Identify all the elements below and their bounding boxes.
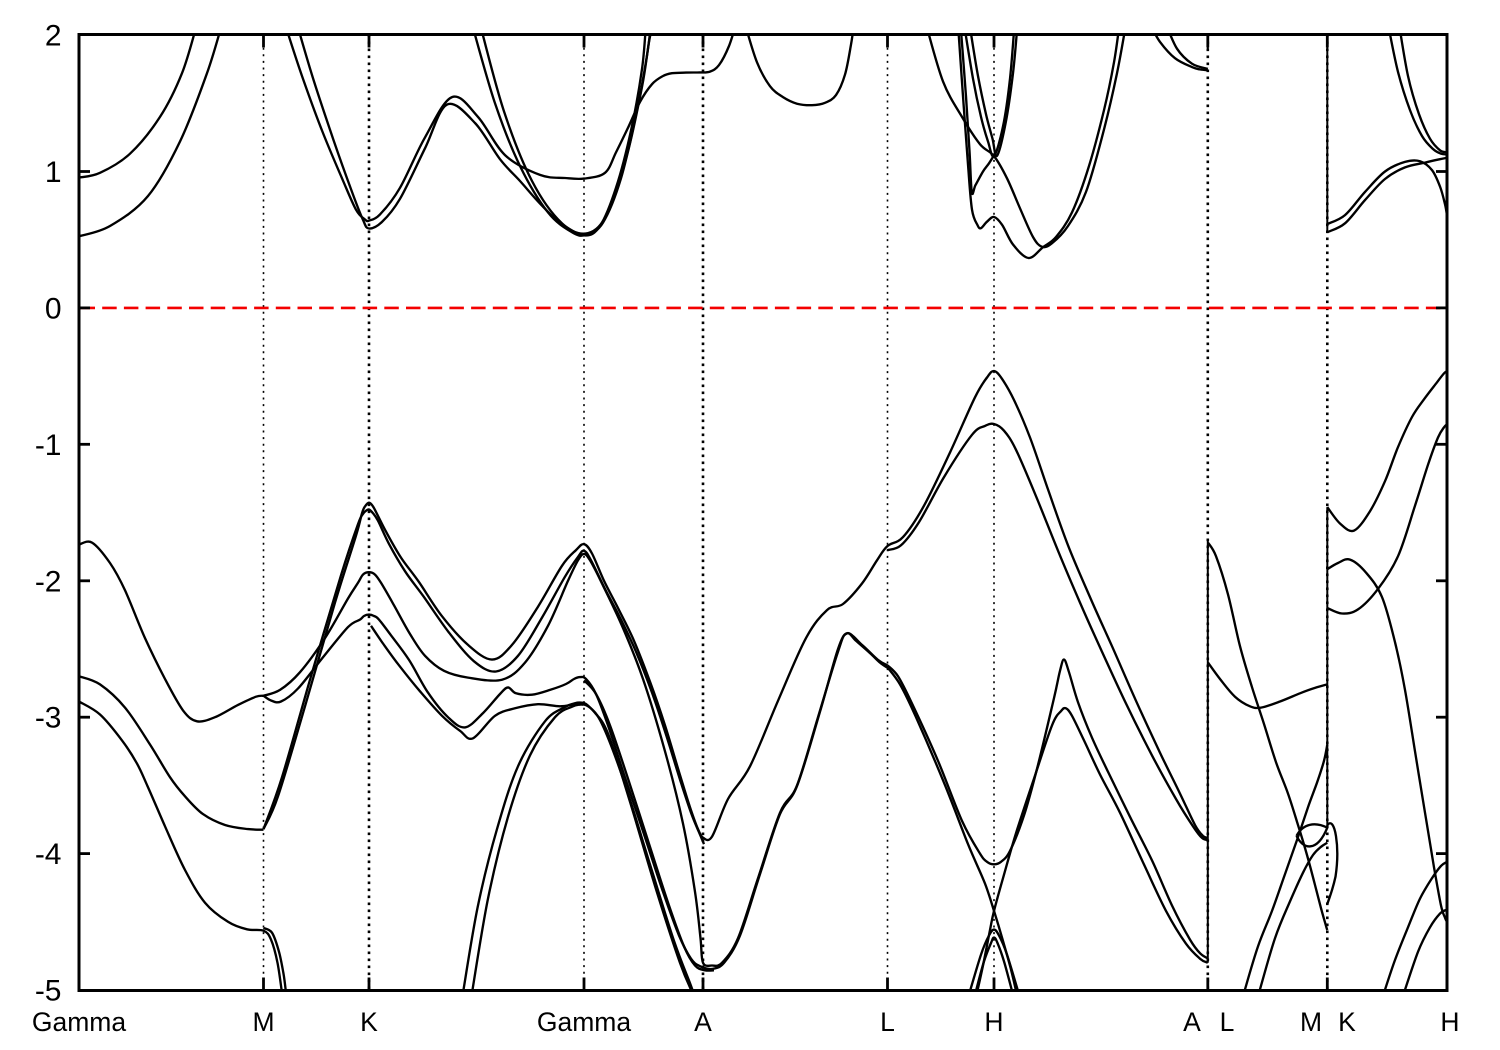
svg-text:H: H	[984, 1007, 1003, 1037]
svg-text:H: H	[1440, 1007, 1459, 1037]
svg-text:L: L	[1220, 1007, 1235, 1037]
svg-text:0: 0	[45, 292, 62, 325]
svg-text:-5: -5	[35, 975, 62, 1008]
svg-text:2: 2	[45, 20, 62, 53]
svg-text:M: M	[252, 1007, 274, 1037]
svg-text:Gamma: Gamma	[537, 1007, 632, 1037]
svg-text:-3: -3	[35, 702, 62, 735]
svg-text:A: A	[694, 1007, 712, 1037]
svg-text:M: M	[1300, 1007, 1322, 1037]
svg-text:-1: -1	[35, 429, 62, 462]
svg-text:K: K	[1338, 1007, 1356, 1037]
svg-text:-2: -2	[35, 565, 62, 598]
svg-text:A: A	[1183, 1007, 1201, 1037]
svg-text:-4: -4	[35, 838, 62, 871]
svg-text:1: 1	[45, 156, 62, 189]
svg-text:K: K	[360, 1007, 378, 1037]
svg-text:Gamma: Gamma	[32, 1007, 127, 1037]
svg-text:L: L	[880, 1007, 895, 1037]
